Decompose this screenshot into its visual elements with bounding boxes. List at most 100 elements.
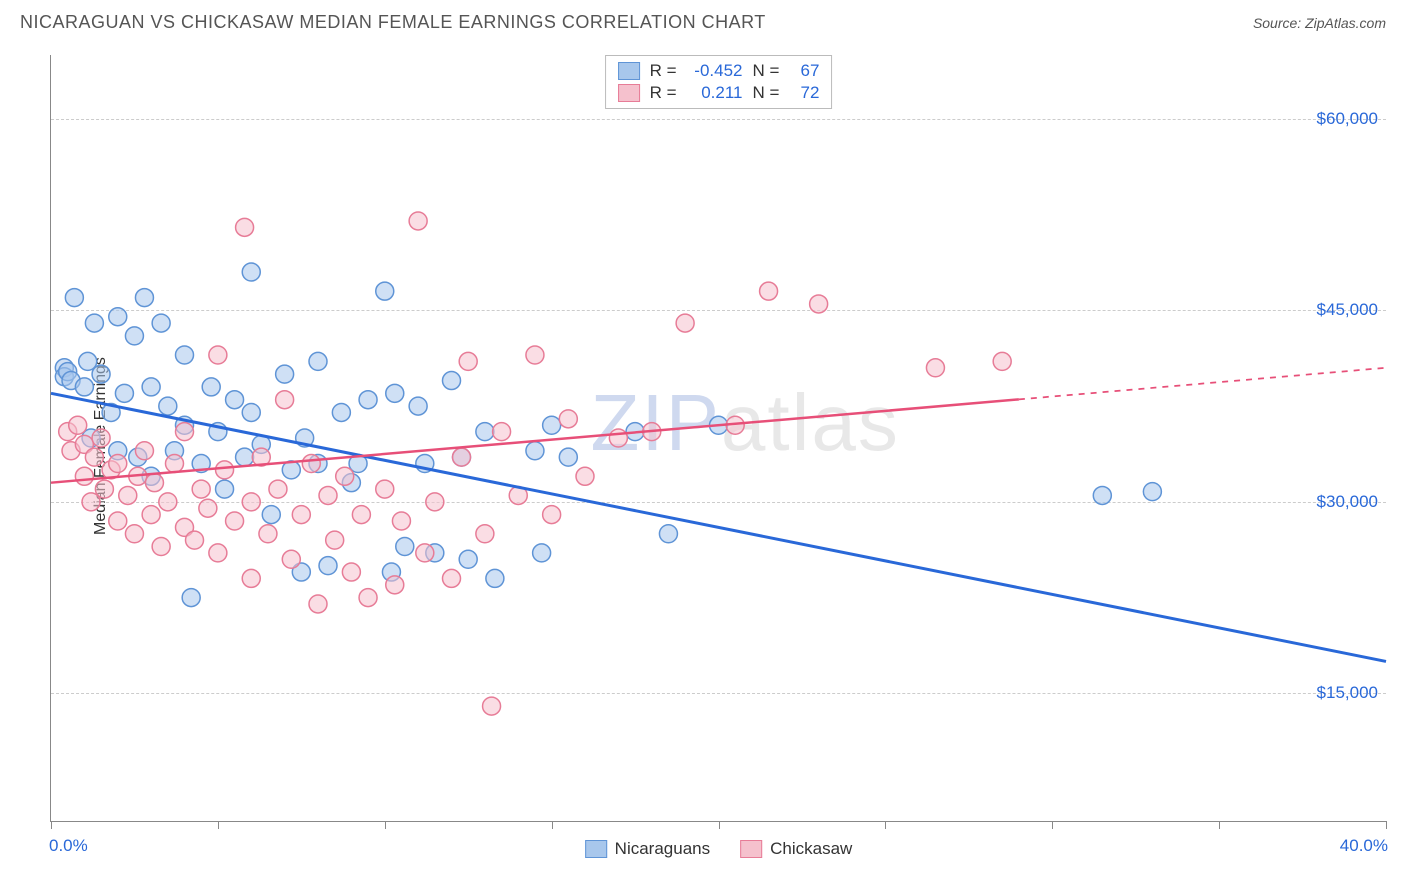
scatter-point-chickasaw [559,410,577,428]
legend-item-chickasaw: Chickasaw [740,839,852,859]
scatter-point-nicaraguans [176,346,194,364]
x-tick [552,821,553,829]
x-tick [1386,821,1387,829]
scatter-point-chickasaw [459,352,477,370]
scatter-point-nicaraguans [262,506,280,524]
scatter-point-nicaraguans [332,403,350,421]
scatter-point-nicaraguans [135,289,153,307]
scatter-point-chickasaw [199,499,217,517]
source-name: ZipAtlas.com [1305,15,1386,31]
scatter-point-chickasaw [609,429,627,447]
scatter-point-nicaraguans [386,384,404,402]
x-tick [51,821,52,829]
scatter-point-nicaraguans [443,372,461,390]
legend-item-nicaraguans: Nicaraguans [585,839,710,859]
source-attribution: Source: ZipAtlas.com [1253,15,1386,31]
scatter-point-nicaraguans [65,289,83,307]
scatter-point-nicaraguans [109,308,127,326]
scatter-point-nicaraguans [486,569,504,587]
scatter-point-chickasaw [392,512,410,530]
bottom-legend: Nicaraguans Chickasaw [585,839,853,859]
scatter-point-chickasaw [676,314,694,332]
scatter-point-nicaraguans [359,391,377,409]
legend-label-chickasaw: Chickasaw [770,839,852,859]
scatter-point-nicaraguans [559,448,577,466]
scatter-point-chickasaw [493,423,511,441]
x-tick [1219,821,1220,829]
scatter-point-nicaraguans [526,442,544,460]
scatter-point-chickasaw [209,346,227,364]
scatter-point-nicaraguans [533,544,551,562]
scatter-point-chickasaw [409,212,427,230]
scatter-point-nicaraguans [543,416,561,434]
scatter-point-nicaraguans [202,378,220,396]
scatter-point-chickasaw [95,480,113,498]
scatter-point-chickasaw [109,455,127,473]
scatter-point-chickasaw [119,486,137,504]
scatter-point-chickasaw [483,697,501,715]
scatter-point-chickasaw [336,467,354,485]
scatter-point-chickasaw [386,576,404,594]
scatter-point-chickasaw [92,429,110,447]
scatter-point-chickasaw [159,493,177,511]
scatter-point-chickasaw [359,589,377,607]
scatter-point-chickasaw [993,352,1011,370]
scatter-point-chickasaw [236,218,254,236]
scatter-point-nicaraguans [242,403,260,421]
x-tick [218,821,219,829]
scatter-point-chickasaw [282,550,300,568]
scatter-point-chickasaw [242,569,260,587]
scatter-point-nicaraguans [85,314,103,332]
x-axis-max-label: 40.0% [1340,836,1388,856]
scatter-point-chickasaw [302,455,320,473]
scatter-point-nicaraguans [409,397,427,415]
scatter-plot-svg [51,55,1386,821]
scatter-point-chickasaw [426,493,444,511]
scatter-point-nicaraguans [1143,483,1161,501]
scatter-point-chickasaw [309,595,327,613]
scatter-point-nicaraguans [216,480,234,498]
legend-label-nicaraguans: Nicaraguans [615,839,710,859]
scatter-point-chickasaw [135,442,153,460]
scatter-point-chickasaw [242,493,260,511]
scatter-point-nicaraguans [182,589,200,607]
scatter-point-chickasaw [192,480,210,498]
scatter-point-chickasaw [476,525,494,543]
scatter-point-chickasaw [416,544,434,562]
scatter-point-chickasaw [186,531,204,549]
scatter-point-nicaraguans [125,327,143,345]
scatter-point-nicaraguans [75,378,93,396]
scatter-point-chickasaw [145,474,163,492]
scatter-point-chickasaw [142,506,160,524]
scatter-point-nicaraguans [1093,486,1111,504]
chart-header: NICARAGUAN VS CHICKASAW MEDIAN FEMALE EA… [0,0,1406,41]
scatter-point-nicaraguans [319,557,337,575]
scatter-point-nicaraguans [92,365,110,383]
scatter-point-nicaraguans [396,538,414,556]
scatter-point-chickasaw [810,295,828,313]
scatter-point-chickasaw [543,506,561,524]
chart-plot-area: ZIPatlas $15,000$30,000$45,000$60,000 0.… [50,55,1386,822]
scatter-point-chickasaw [443,569,461,587]
scatter-point-chickasaw [292,506,310,524]
scatter-point-nicaraguans [115,384,133,402]
scatter-point-nicaraguans [159,397,177,415]
scatter-point-chickasaw [209,544,227,562]
scatter-point-nicaraguans [309,352,327,370]
scatter-point-chickasaw [319,486,337,504]
scatter-point-nicaraguans [659,525,677,543]
scatter-point-chickasaw [125,525,143,543]
scatter-point-nicaraguans [152,314,170,332]
scatter-point-nicaraguans [459,550,477,568]
scatter-point-chickasaw [760,282,778,300]
scatter-point-nicaraguans [242,263,260,281]
scatter-point-chickasaw [926,359,944,377]
scatter-point-nicaraguans [226,391,244,409]
legend-swatch-nicaraguans [585,840,607,858]
scatter-point-chickasaw [526,346,544,364]
scatter-point-chickasaw [69,416,87,434]
scatter-point-chickasaw [226,512,244,530]
scatter-point-chickasaw [376,480,394,498]
scatter-point-chickasaw [352,506,370,524]
scatter-point-chickasaw [453,448,471,466]
